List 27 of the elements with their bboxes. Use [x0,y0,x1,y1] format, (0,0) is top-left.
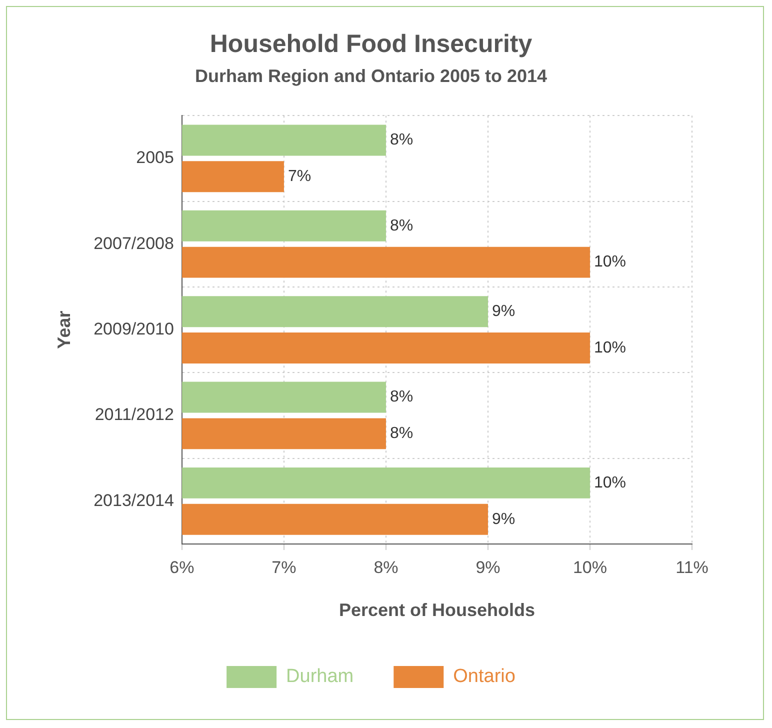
x-tick-label: 7% [272,558,296,577]
y-tick-label: 2009/2010 [94,319,174,338]
data-label: 8% [390,425,414,442]
y-tick-label: 2007/2008 [94,234,174,253]
x-tick-label: 10% [572,558,608,577]
x-tick-label: 6% [170,558,194,577]
y-axis-title: Year [54,310,74,349]
y-tick-label: 2011/2012 [94,405,174,424]
x-tick-label: 11% [676,558,708,577]
legend-label: Ontario [453,666,516,688]
data-label: 9% [492,303,516,320]
x-axis-title: Percent of Households [338,600,535,620]
data-label: 7% [288,168,312,186]
data-label: 8% [390,132,414,149]
data-label: 10% [594,474,626,492]
y-tick-label: 2013/2014 [94,490,174,510]
legend-label: Durham [286,666,354,688]
chart-subtitle: Durham Region and Ontario 2005 to 2014 [194,66,548,86]
x-tick-label: 9% [476,558,500,577]
x-tick-label: 8% [374,558,398,577]
y-tick-label: 2005 [136,148,174,168]
chart-title: Household Food Insecurity [210,30,532,58]
data-label: 8% [390,217,414,234]
data-label: 10% [594,339,626,356]
data-label: 8% [390,388,414,406]
data-label: 9% [492,510,516,528]
data-label: 10% [594,254,626,271]
